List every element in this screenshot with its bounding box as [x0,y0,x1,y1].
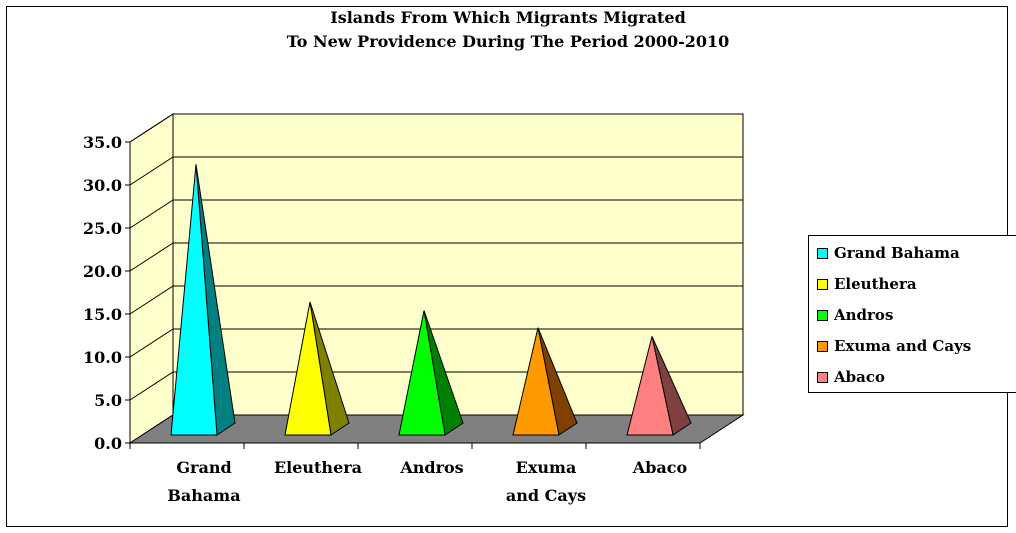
legend-item-grand-bahama: Grand Bahama [817,243,960,263]
y-tick-label-3: 15.0 [83,305,122,324]
legend-label-grand-bahama: Grand Bahama [834,244,960,262]
legend-label-exuma-and-cays: Exuma and Cays [834,337,972,355]
y-tick-label-6: 30.0 [83,176,122,195]
gridline-5 [129,199,743,229]
pyramid-abaco [626,336,674,436]
legend-swatch-grand-bahama [817,247,828,259]
legend-item-exuma-and-cays: Exuma and Cays [817,336,971,356]
gridline-3 [129,285,743,315]
gridline-4 [129,242,743,272]
legend-swatch-andros [817,309,828,321]
legend-swatch-exuma-and-cays [817,340,828,352]
x-tick-label-abaco: Abaco [632,458,688,477]
pyramid-grand-bahama [170,164,218,436]
pyramid-exuma-and-cays [512,327,560,436]
legend-item-abaco: Abaco [817,367,885,387]
y-tick-label-1: 5.0 [94,391,122,410]
side-wall [129,113,174,444]
chart-title-line-2: To New Providence During The Period 2000… [286,32,730,51]
gridline-7 [129,113,743,143]
legend-item-andros: Andros [817,305,893,325]
legend-item-eleuthera: Eleuthera [817,274,917,294]
gridline-6 [129,156,743,186]
legend-swatch-abaco [817,371,828,383]
legend-label-abaco: Abaco [834,368,885,386]
pyramid-eleuthera [284,301,332,436]
x-tick-label-andros: Andros [399,458,463,477]
legend: Grand Bahama Eleuthera Andros Exuma and … [808,235,1016,393]
y-tick-label-2: 10.0 [83,348,122,367]
x-tick-label-grand-bahama: Grand Bahama [167,458,240,505]
y-tick-label-0: 0.0 [94,434,122,453]
chart-title-line-1: Islands From Which Migrants Migrated [330,8,686,27]
gridline-2 [129,328,743,358]
y-tick-label-4: 20.0 [83,262,122,281]
legend-swatch-eleuthera [817,278,828,290]
x-tick-label-eleuthera: Eleuthera [274,458,362,477]
chart-title: Islands From Which Migrants Migrated To … [0,6,1016,54]
legend-label-eleuthera: Eleuthera [834,275,917,293]
y-tick-label-5: 25.0 [83,219,122,238]
pyramid-andros [398,310,446,436]
y-tick-label-7: 35.0 [83,133,122,152]
x-tick-label-exuma-and-cays: Exuma and Cays [506,458,586,505]
legend-label-andros: Andros [834,306,894,324]
